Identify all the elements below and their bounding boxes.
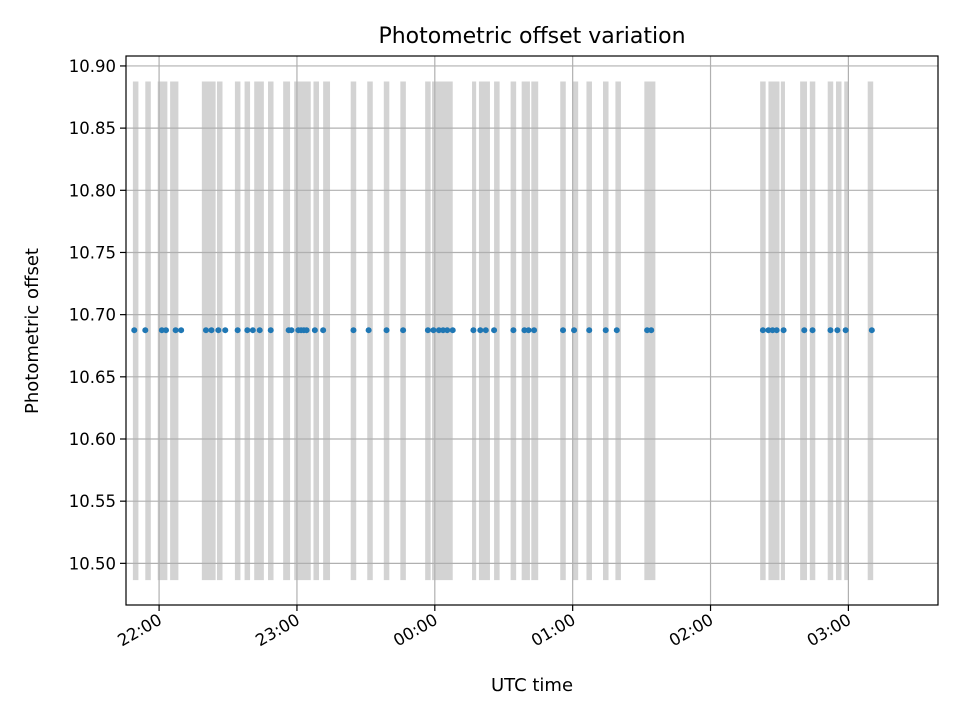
y-tick-label: 10.65 <box>69 368 116 387</box>
y-tick-label: 10.90 <box>69 57 116 76</box>
data-point <box>444 327 451 334</box>
data-point <box>842 327 849 334</box>
chart-title: Photometric offset variation <box>378 24 685 49</box>
y-tick-label: 10.85 <box>69 119 116 138</box>
data-point <box>158 327 165 334</box>
data-point <box>531 327 538 334</box>
data-point <box>215 327 222 334</box>
data-point <box>267 327 274 334</box>
data-point <box>202 327 209 334</box>
data-point <box>482 327 489 334</box>
data-point <box>400 327 407 334</box>
y-tick-label: 10.70 <box>69 306 116 325</box>
data-point <box>491 327 498 334</box>
data-point <box>834 327 841 334</box>
data-point <box>759 327 766 334</box>
data-point <box>602 327 609 334</box>
x-axis-label: UTC time <box>491 675 573 696</box>
data-point <box>773 327 780 334</box>
data-point <box>178 327 185 334</box>
y-axis: 10.50 10.55 10.60 10.65 10.70 10.75 10.80 10.85… <box>69 57 126 573</box>
data-point <box>525 327 532 334</box>
data-point <box>131 327 138 334</box>
data-points <box>131 327 875 334</box>
data-point <box>868 327 875 334</box>
y-tick-label: 10.55 <box>69 492 116 511</box>
observation-band <box>323 81 331 581</box>
data-point <box>477 327 484 334</box>
data-point <box>613 327 620 334</box>
data-point <box>560 327 567 334</box>
data-point <box>827 327 834 334</box>
data-point <box>320 327 327 334</box>
data-point <box>208 327 215 334</box>
data-point <box>365 327 372 334</box>
y-axis-label: Photometric offset <box>22 248 43 414</box>
data-point <box>449 327 456 334</box>
y-tick-label: 10.80 <box>69 181 116 200</box>
data-point <box>470 327 477 334</box>
data-point <box>350 327 357 334</box>
data-point <box>172 327 179 334</box>
data-point <box>430 327 437 334</box>
data-point <box>571 327 578 334</box>
data-point <box>162 327 169 334</box>
data-point <box>222 327 229 334</box>
data-point <box>809 327 816 334</box>
data-point <box>769 327 776 334</box>
data-point <box>256 327 263 334</box>
data-point <box>288 327 295 334</box>
data-point <box>383 327 390 334</box>
data-point <box>244 327 251 334</box>
data-point <box>644 327 651 334</box>
plot-frame <box>125 55 939 606</box>
data-point <box>510 327 517 334</box>
y-tick-label: 10.75 <box>69 243 116 262</box>
data-point <box>440 327 447 334</box>
data-point <box>435 327 442 334</box>
data-point <box>586 327 593 334</box>
y-tick-label: 10.60 <box>69 430 116 449</box>
data-point <box>249 327 256 334</box>
data-point <box>311 327 318 334</box>
data-point <box>142 327 149 334</box>
data-point <box>303 327 310 334</box>
data-point <box>765 327 772 334</box>
data-point <box>424 327 431 334</box>
data-point <box>521 327 528 334</box>
y-tick-label: 10.50 <box>69 554 116 573</box>
data-point <box>780 327 787 334</box>
data-point <box>801 327 808 334</box>
data-point <box>648 327 655 334</box>
data-point <box>234 327 241 334</box>
